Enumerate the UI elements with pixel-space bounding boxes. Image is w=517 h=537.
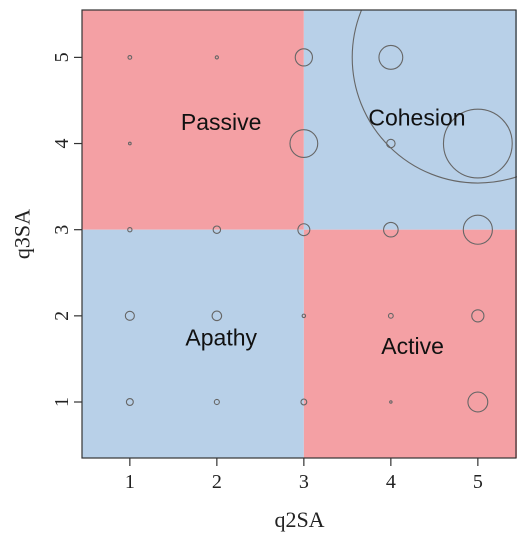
region-active	[303, 229, 517, 458]
bubble-point	[383, 221, 399, 238]
region-apathy	[82, 229, 304, 458]
y-tick-label: 5	[51, 52, 73, 62]
x-tick-label: 5	[473, 471, 483, 493]
plot-frame	[81, 9, 517, 459]
bubble-point	[212, 225, 222, 234]
region-label-passive: Passive	[181, 109, 262, 135]
region-label-cohesion: Cohesion	[368, 105, 465, 131]
x-tick-label: 2	[212, 471, 222, 493]
region-label-active: Active	[381, 333, 444, 359]
x-tick-label: 3	[299, 471, 309, 493]
bubble-point	[211, 310, 223, 322]
y-tick-label: 2	[51, 311, 73, 321]
bubble-point	[387, 312, 394, 319]
bubble-point	[214, 55, 219, 60]
bubble-point	[442, 108, 513, 179]
quadrant-regions	[82, 10, 517, 458]
bubble-point	[127, 227, 133, 233]
region-label-apathy: Apathy	[185, 324, 257, 350]
x-tick-label: 4	[386, 471, 396, 493]
quadrant-labels: Passive Cohesion Apathy Active	[181, 105, 466, 359]
y-tick-label: 3	[51, 225, 73, 235]
bubble-point	[125, 398, 134, 406]
bubble-point	[127, 54, 133, 60]
bubble-point	[467, 391, 489, 413]
bubble-point	[378, 44, 404, 70]
bubble-point	[294, 48, 313, 67]
bubble-point	[386, 138, 396, 149]
y-tick-label: 4	[51, 139, 73, 149]
bubble-point	[471, 309, 485, 323]
bubble-point	[351, 10, 517, 184]
x-axis-ticks: 1 2 3 4 5	[125, 458, 483, 493]
bubble-point	[127, 141, 132, 146]
region-passive	[82, 10, 304, 230]
bubble-point	[462, 214, 493, 245]
bubble-point	[289, 129, 319, 158]
bubble-point	[297, 223, 311, 237]
y-tick-label: 1	[51, 397, 73, 407]
x-axis-title: q2SA	[274, 507, 324, 532]
bubble-series	[124, 10, 517, 413]
bubble-point	[124, 310, 135, 321]
bubble-point	[389, 400, 393, 404]
y-axis-ticks: 1 2 3 4 5	[51, 52, 82, 407]
bubble-point	[300, 398, 308, 406]
bubble-point	[301, 313, 307, 319]
region-cohesion	[303, 10, 517, 230]
x-tick-label: 1	[125, 471, 135, 493]
bubble-point	[213, 398, 220, 406]
y-axis-title: q3SA	[10, 209, 35, 259]
